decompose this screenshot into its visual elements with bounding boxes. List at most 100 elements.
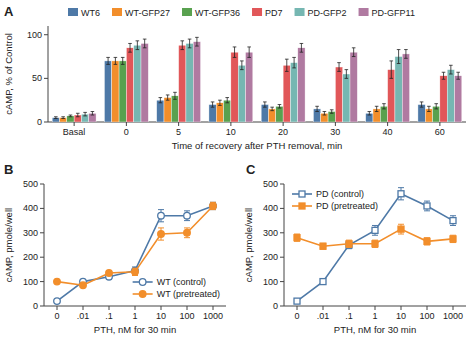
error-bar — [188, 39, 192, 48]
error-bar — [337, 63, 341, 72]
x-tick — [83, 306, 84, 310]
x-tick-label: .1 — [105, 311, 113, 321]
x-tick-label: 20 — [278, 127, 288, 137]
error-bar — [91, 112, 95, 115]
point — [132, 269, 139, 276]
legend-swatch — [359, 8, 369, 16]
bar — [276, 106, 283, 122]
y-axis — [284, 184, 285, 306]
error-bar — [368, 112, 372, 115]
point — [424, 203, 430, 209]
x-tick — [439, 122, 440, 126]
x-tick — [161, 306, 162, 310]
error-bar — [184, 211, 190, 221]
series-line — [297, 194, 453, 301]
error-bar — [300, 43, 304, 52]
x-tick-label: 0 — [54, 311, 59, 321]
x-tick-label: 10 — [156, 311, 166, 321]
x-tick-label: .1 — [345, 311, 353, 321]
y-tick-label: 500 — [23, 179, 38, 189]
error-bar — [372, 240, 378, 247]
bar — [52, 118, 59, 122]
bar — [179, 45, 186, 122]
point — [450, 218, 456, 224]
y-tick — [40, 184, 44, 185]
error-bar — [247, 47, 251, 57]
x-tick — [283, 122, 284, 126]
x-axis-label: PTH, nM for 30 min — [94, 324, 176, 335]
legend-marker — [299, 191, 305, 197]
point — [184, 212, 191, 219]
error-bar — [173, 92, 177, 99]
error-bar — [382, 104, 386, 109]
point — [372, 227, 378, 233]
bar — [141, 43, 148, 122]
bar — [447, 70, 454, 122]
legend-swatch — [112, 8, 122, 16]
x-tick — [74, 122, 75, 126]
y-tick — [280, 281, 284, 282]
error-bar — [184, 228, 190, 238]
legend-marker — [139, 291, 146, 298]
y-tick-label: 300 — [263, 228, 278, 238]
error-bar — [320, 243, 326, 249]
error-bar — [420, 102, 424, 107]
x-tick — [187, 306, 188, 310]
legend-swatch — [252, 8, 262, 16]
error-bar — [285, 59, 289, 71]
x-axis-label: PTH, nM for 30 min — [334, 324, 416, 335]
y-tick-label: 400 — [23, 203, 38, 213]
error-bar — [158, 228, 164, 240]
error-bar — [330, 110, 334, 113]
y-tick — [40, 208, 44, 209]
x-tick — [213, 306, 214, 310]
y-axis-label: cAMP, pmole/well — [3, 208, 14, 282]
bar — [440, 76, 447, 122]
error-bar — [121, 57, 125, 64]
x-tick — [453, 306, 454, 310]
bar — [171, 96, 178, 122]
error-bar — [434, 104, 438, 109]
error-bar — [398, 188, 404, 200]
bar — [157, 100, 164, 122]
point — [54, 278, 61, 285]
x-tick-label: 30 — [330, 127, 340, 137]
point — [450, 236, 456, 242]
x-tick-label: 0 — [124, 127, 129, 137]
legend-label: PD (control) — [316, 189, 364, 199]
y-tick — [40, 232, 44, 233]
error-bar — [450, 235, 456, 242]
error-bar — [372, 225, 378, 235]
error-bar — [132, 268, 138, 275]
y-tick-label: 0 — [33, 301, 38, 311]
x-tick — [375, 306, 376, 310]
x-tick-label: 5 — [176, 127, 181, 137]
bar — [343, 74, 350, 122]
error-bar — [375, 106, 379, 111]
point — [294, 235, 300, 241]
error-bar — [352, 48, 356, 57]
x-tick-label: 10 — [396, 311, 406, 321]
y-tick — [44, 34, 48, 35]
x-tick-label: .01 — [317, 311, 330, 321]
legend-label: WT-GFP27 — [125, 8, 170, 18]
point — [54, 298, 61, 305]
bar — [298, 48, 305, 122]
bar — [455, 76, 462, 122]
error-bar — [345, 70, 349, 79]
y-tick — [280, 184, 284, 185]
error-bar — [424, 201, 430, 211]
series-line — [57, 206, 213, 301]
series-line — [57, 206, 213, 285]
x-tick — [335, 122, 336, 126]
y-tick-label: 100 — [27, 30, 42, 40]
x-tick-label: Basal — [63, 127, 86, 137]
error-bar — [195, 37, 199, 46]
y-axis-label: cAMP, % of Control — [3, 33, 14, 115]
legend-label: PD7 — [265, 8, 283, 18]
panel-title: C — [246, 162, 256, 177]
y-tick-label: 100 — [23, 277, 38, 287]
error-bar — [136, 41, 140, 50]
error-bar — [218, 100, 222, 105]
error-bar — [320, 279, 326, 284]
